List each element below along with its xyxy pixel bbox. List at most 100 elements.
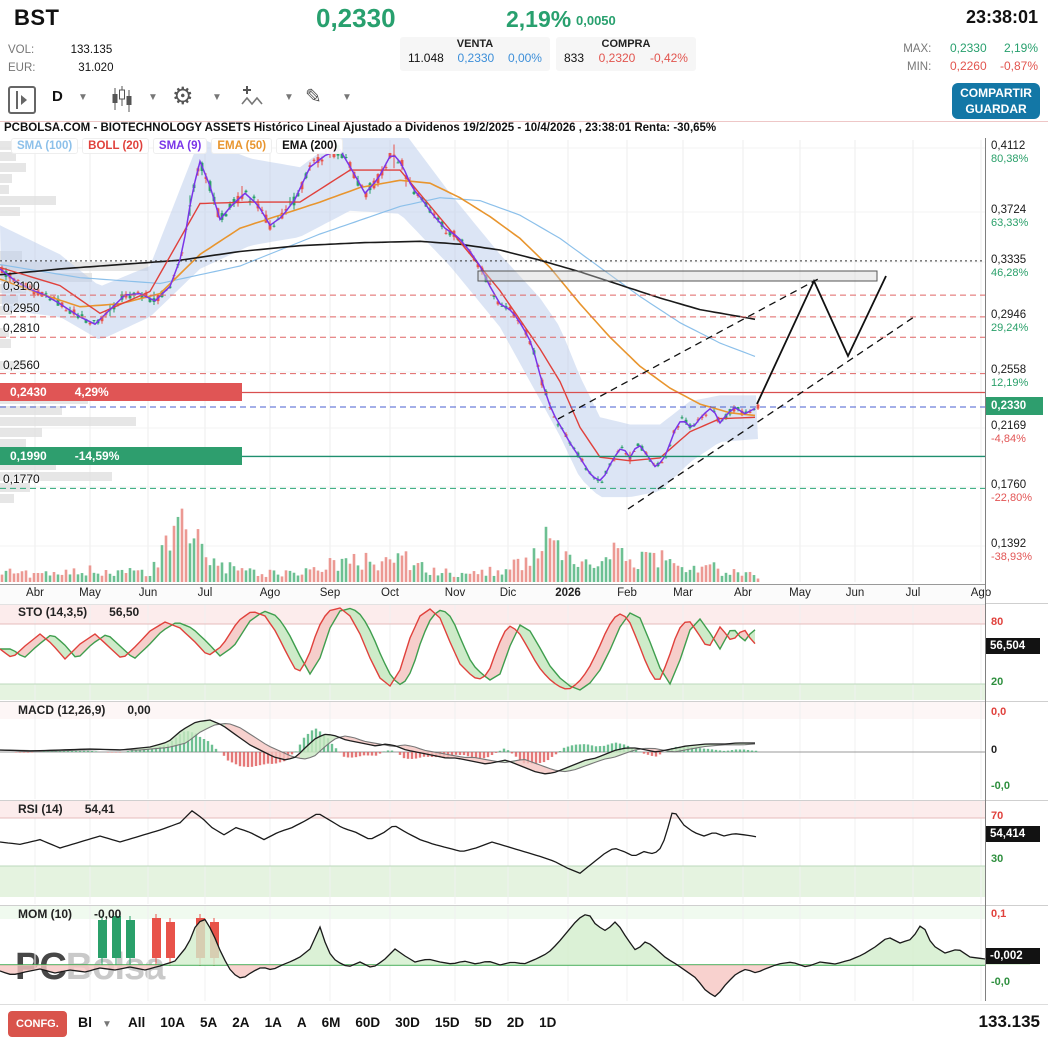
scale-caret-icon[interactable]: ▼ [102, 1019, 112, 1030]
rsi-label: RSI (14) [18, 802, 63, 816]
maxmin-block: MAX: 0,2330 2,19% MIN: 0,2260 -0,87% [903, 40, 1038, 76]
timeframe-option[interactable]: A [296, 1015, 307, 1030]
time-axis-label: Jun [138, 587, 158, 599]
price-axis-label: 0,1392 -38,93% [991, 538, 1032, 563]
ask-pct: 0,00% [507, 51, 542, 65]
price-axis-label: 0,2558 12,19% [991, 364, 1029, 389]
timeframe-button[interactable]: D [52, 88, 63, 105]
draw-tools-button[interactable]: ✎ [305, 84, 322, 109]
chart-type-button[interactable] [110, 86, 134, 117]
mom-panel-chart[interactable] [0, 905, 1048, 1002]
bid-pct: -0,42% [649, 51, 688, 65]
sto-panel-chart[interactable] [0, 603, 1048, 701]
time-axis-label: Dic [499, 587, 517, 599]
settings-caret-icon[interactable]: ▼ [212, 92, 222, 103]
bid-box: COMPRA 833 0,2320 -0,42% [556, 37, 696, 71]
eur-label: EUR: [8, 62, 36, 74]
legend-item[interactable]: SMA (9) [153, 139, 207, 153]
current-price-badge: 0,2330 [986, 397, 1043, 415]
macd-panel-chart[interactable] [0, 701, 1048, 800]
timeframe-caret-icon[interactable]: ▼ [78, 92, 88, 103]
legend-item[interactable]: EMA (200) [277, 139, 343, 153]
max-label: MAX: [903, 43, 932, 55]
min-price: 0,2260 [949, 59, 987, 73]
timeframe-option[interactable]: 2D [506, 1015, 525, 1030]
time-axis-label: Jul [197, 587, 213, 599]
timeframe-option[interactable]: 5D [474, 1015, 492, 1030]
indicator-axis-label: 0,0 [991, 706, 1007, 718]
share-label: COMPARTIR [960, 86, 1032, 100]
timeframe-option[interactable]: 1D [539, 1015, 557, 1030]
indicator-axis-label: 80 [991, 616, 1004, 628]
gear-icon: ⚙ [172, 83, 194, 110]
timeframe-option[interactable]: All [128, 1015, 146, 1030]
legend-item[interactable]: EMA (50) [212, 139, 272, 153]
timeframe-option[interactable]: 15D [434, 1015, 460, 1030]
ask-price: 0,2330 [457, 51, 495, 65]
timeframe-option[interactable]: 1A [264, 1015, 282, 1030]
indicator-axis-label: 0 [991, 744, 998, 756]
price-axis[interactable]: 0,4112 80,38% 0,3724 63,33% 0,3335 46,28% 0,29… [985, 138, 1048, 1001]
time-axis-label: May [79, 587, 101, 599]
legend-item[interactable]: BOLL (20) [83, 139, 148, 153]
time-axis[interactable]: Abr May Jun Jul Ago Sep Oct Nov Dic 2026 Feb Mar Abr… [0, 584, 991, 605]
vol-label: VOL: [8, 44, 35, 56]
timeframe-option[interactable]: 60D [355, 1015, 381, 1030]
pencil-icon: ✎ [305, 86, 322, 108]
ask-qty: 11.048 [408, 51, 444, 65]
price-axis-label: 0,1760 -22,80% [991, 479, 1032, 504]
scale-selector[interactable]: Bl [78, 1014, 92, 1030]
clock: 23:38:01 [965, 7, 1038, 27]
price-axis-label: 0,3335 46,28% [991, 254, 1029, 279]
price-axis-label: 0,4112 80,38% [991, 140, 1029, 165]
time-axis-label: Abr [734, 587, 752, 599]
main-price-chart[interactable] [0, 138, 985, 584]
timeframe-option[interactable]: 5A [200, 1015, 218, 1030]
chart-toolbar: D ▼ ▼ ⚙ ▼ ▼ ✎ ▼ COMPARTIR GUARDAR [0, 79, 1048, 122]
chart-type-caret-icon[interactable]: ▼ [148, 92, 158, 103]
price-axis-label: 0,3724 63,33% [991, 204, 1029, 229]
sto-value: 56,50 [109, 605, 140, 619]
indicator-axis-label: -0,0 [991, 976, 1010, 988]
bottom-toolbar: CONFG. Bl ▼ All 10A 5A 2A 1A A 6M 60D 30D 15D 5D 2D… [0, 1004, 1048, 1043]
time-axis-label: May [789, 587, 811, 599]
price-level-label: 0,2950 [3, 300, 40, 315]
time-axis-label: Ago [970, 587, 992, 599]
add-indicator-caret-icon[interactable]: ▼ [284, 92, 294, 103]
price-axis-label: 0,2169 -4,84% [991, 420, 1027, 445]
chart-title: PCBOLSA.COM - BIOTECHNOLOGY ASSETS Histó… [0, 121, 1048, 138]
stats-block: VOL: 133.135 EUR: 31.020 [8, 40, 113, 76]
legend-item[interactable]: SMA (100) [12, 139, 78, 153]
timeframe-option[interactable]: 2A [232, 1015, 250, 1030]
timeframe-row: All 10A 5A 2A 1A A 6M 60D 30D 15D 5D 2D 1D [128, 1015, 556, 1030]
timeframe-option[interactable]: 6M [321, 1015, 341, 1030]
timeframe-option[interactable]: 10A [160, 1015, 186, 1030]
mom-label: MOM (10) [18, 907, 72, 921]
config-button[interactable]: CONFG. [8, 1011, 67, 1037]
add-indicator-icon [241, 86, 263, 106]
macd-panel-header: MACD (12,26,9) 0,00 [18, 703, 151, 717]
candlestick-icon [112, 86, 132, 112]
min-pct: -0,87% [999, 59, 1038, 73]
panel-toggle-button[interactable] [8, 86, 36, 114]
timeframe-option[interactable]: 30D [395, 1015, 420, 1030]
settings-button[interactable]: ⚙ [172, 82, 194, 111]
bid-title: COMPRA [601, 38, 651, 50]
save-label: GUARDAR [965, 102, 1027, 116]
rsi-panel-chart[interactable] [0, 800, 1048, 905]
indicator-axis-label: -0,0 [991, 780, 1010, 792]
price-level-label: 0,3100 [3, 279, 40, 294]
indicator-value-badge: 56,504 [986, 638, 1040, 654]
sto-label: STO (14,3,5) [18, 605, 88, 619]
symbol-title: BST [14, 5, 60, 30]
add-indicator-button[interactable] [240, 84, 266, 115]
indicator-legend: SMA (100) BOLL (20) SMA (9) EMA (50) EMA (20… [12, 139, 343, 153]
price-axis-label: 0,2946 29,24% [991, 309, 1029, 334]
bid-qty: 833 [564, 51, 585, 65]
mom-panel-header: MOM (10) -0,00 [18, 907, 121, 921]
indicator-axis-label: 20 [991, 676, 1004, 688]
time-axis-label: Nov [444, 587, 466, 599]
share-save-button[interactable]: COMPARTIR GUARDAR [952, 83, 1040, 119]
draw-tools-caret-icon[interactable]: ▼ [342, 92, 352, 103]
